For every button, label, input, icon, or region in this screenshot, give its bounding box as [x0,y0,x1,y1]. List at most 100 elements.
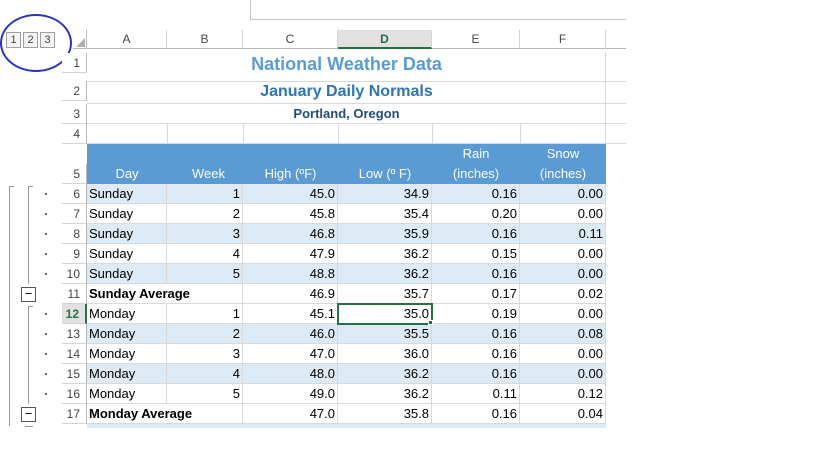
cell-low[interactable]: 36.2 [338,384,432,404]
cell-snow[interactable]: 0.00 [520,344,606,364]
cell-day[interactable]: Monday [87,304,167,324]
cell-snow[interactable]: 0.00 [520,264,606,284]
cell-day[interactable]: Sunday [87,264,167,284]
cell-snow[interactable]: 0.12 [520,384,606,404]
cell-day[interactable]: Sunday [87,244,167,264]
cell-day[interactable]: Monday [87,324,167,344]
cell-low[interactable]: 36.0 [338,344,432,364]
column-header-b[interactable]: B [167,30,243,49]
cell-week[interactable]: 2 [167,204,243,224]
cell-snow[interactable]: 0.00 [520,204,606,224]
cell-week[interactable]: 5 [167,264,243,284]
cell-week[interactable]: 4 [167,244,243,264]
row-header-2[interactable]: 2 [62,81,87,101]
cell-snow[interactable]: 0.00 [520,364,606,384]
cell-high[interactable]: 46.0 [243,324,338,344]
cell-rain[interactable]: 0.16 [432,404,520,424]
cell-low[interactable]: 36.2 [338,364,432,384]
row-header-10[interactable]: 10 [62,264,87,284]
header-day[interactable]: Day [115,166,139,181]
cell-low[interactable]: 35.7 [338,284,432,304]
active-cell-d12[interactable] [337,303,433,325]
cell-rain[interactable]: 0.16 [432,344,520,364]
row-header-12[interactable]: 12 [62,304,87,324]
header-high[interactable]: High (ºF) [264,166,317,181]
row-header-11[interactable]: 11 [62,284,87,304]
header-low[interactable]: Low (º F) [358,166,412,181]
cell-snow[interactable]: 0.00 [520,304,606,324]
row-header-14[interactable]: 14 [62,344,87,364]
cell-day[interactable]: Monday [87,364,167,384]
cell-day[interactable]: Sunday [87,204,167,224]
cell-snow[interactable]: 0.04 [520,404,606,424]
cell-high[interactable]: 47.0 [243,344,338,364]
row-header-5[interactable]: 5 [62,164,87,184]
cell-high[interactable]: 47.9 [243,244,338,264]
cell-rain[interactable]: 0.17 [432,284,520,304]
row-header-13[interactable]: 13 [62,324,87,344]
cell-low[interactable]: 34.9 [338,184,432,204]
row-3-cells[interactable] [87,104,626,124]
cell-low[interactable]: 36.2 [338,244,432,264]
row-1-cells[interactable] [87,52,626,82]
header-week[interactable]: Week [192,166,225,181]
cell-rain[interactable]: 0.16 [432,184,520,204]
cell-rain[interactable]: 0.16 [432,224,520,244]
cell-day[interactable]: Sunday Average [87,284,190,304]
cell-week[interactable]: 2 [167,324,243,344]
row-header-4[interactable]: 4 [62,124,87,144]
cell-rain[interactable]: 0.16 [432,324,520,344]
header-rain-line1[interactable]: Rain [462,146,490,161]
cell-rain[interactable]: 0.11 [432,384,520,404]
fill-handle[interactable] [428,320,433,325]
cell-low[interactable]: 35.4 [338,204,432,224]
row-header-3[interactable]: 3 [62,104,87,124]
cell-rain[interactable]: 0.15 [432,244,520,264]
cell-low[interactable]: 35.9 [338,224,432,244]
cell-high[interactable]: 46.9 [243,284,338,304]
formula-bar[interactable] [250,0,626,20]
cell-rain[interactable]: 0.20 [432,204,520,224]
row-header-16[interactable]: 16 [62,384,87,404]
column-header-f[interactable]: F [520,30,606,49]
collapse-group-monday-button[interactable]: − [21,407,36,422]
cell-day[interactable]: Monday Average [87,404,192,424]
cell-high[interactable]: 45.1 [243,304,338,324]
cell-day[interactable]: Monday [87,384,167,404]
cell-rain[interactable]: 0.16 [432,364,520,384]
cell-high[interactable]: 49.0 [243,384,338,404]
cell-week[interactable]: 5 [167,384,243,404]
cell-week[interactable] [167,284,243,304]
cell-low[interactable]: 36.2 [338,264,432,284]
row-2-cells[interactable] [87,82,626,104]
header-snow-line1[interactable]: Snow [546,146,580,161]
row-header-15[interactable]: 15 [62,364,87,384]
cell-week[interactable]: 3 [167,344,243,364]
select-all-corner[interactable] [73,30,87,49]
row-header-17[interactable]: 17 [62,404,87,424]
cell-day[interactable]: Sunday [87,224,167,244]
cell-day[interactable]: Sunday [87,184,167,204]
row-header-1[interactable]: 1 [62,53,87,73]
cell-high[interactable]: 45.8 [243,204,338,224]
cell-snow[interactable]: 0.11 [520,224,606,244]
cell-week[interactable] [167,404,243,424]
column-header-g[interactable] [606,30,626,49]
cell-snow[interactable]: 0.08 [520,324,606,344]
cell-snow[interactable]: 0.02 [520,284,606,304]
cell-high[interactable]: 46.8 [243,224,338,244]
row-header-7[interactable]: 7 [62,204,87,224]
cell-week[interactable]: 1 [167,304,243,324]
cell-high[interactable]: 45.0 [243,184,338,204]
cell-rain[interactable]: 0.19 [432,304,520,324]
row-header-6[interactable]: 6 [62,184,87,204]
cell-high[interactable]: 47.0 [243,404,338,424]
column-header-e[interactable]: E [432,30,520,49]
row-header-8[interactable]: 8 [62,224,87,244]
column-header-c[interactable]: C [243,30,338,49]
column-header-d[interactable]: D [338,30,432,49]
cell-week[interactable]: 1 [167,184,243,204]
row-4-cells[interactable] [87,124,626,144]
cell-high[interactable]: 48.8 [243,264,338,284]
cell-day[interactable]: Monday [87,344,167,364]
